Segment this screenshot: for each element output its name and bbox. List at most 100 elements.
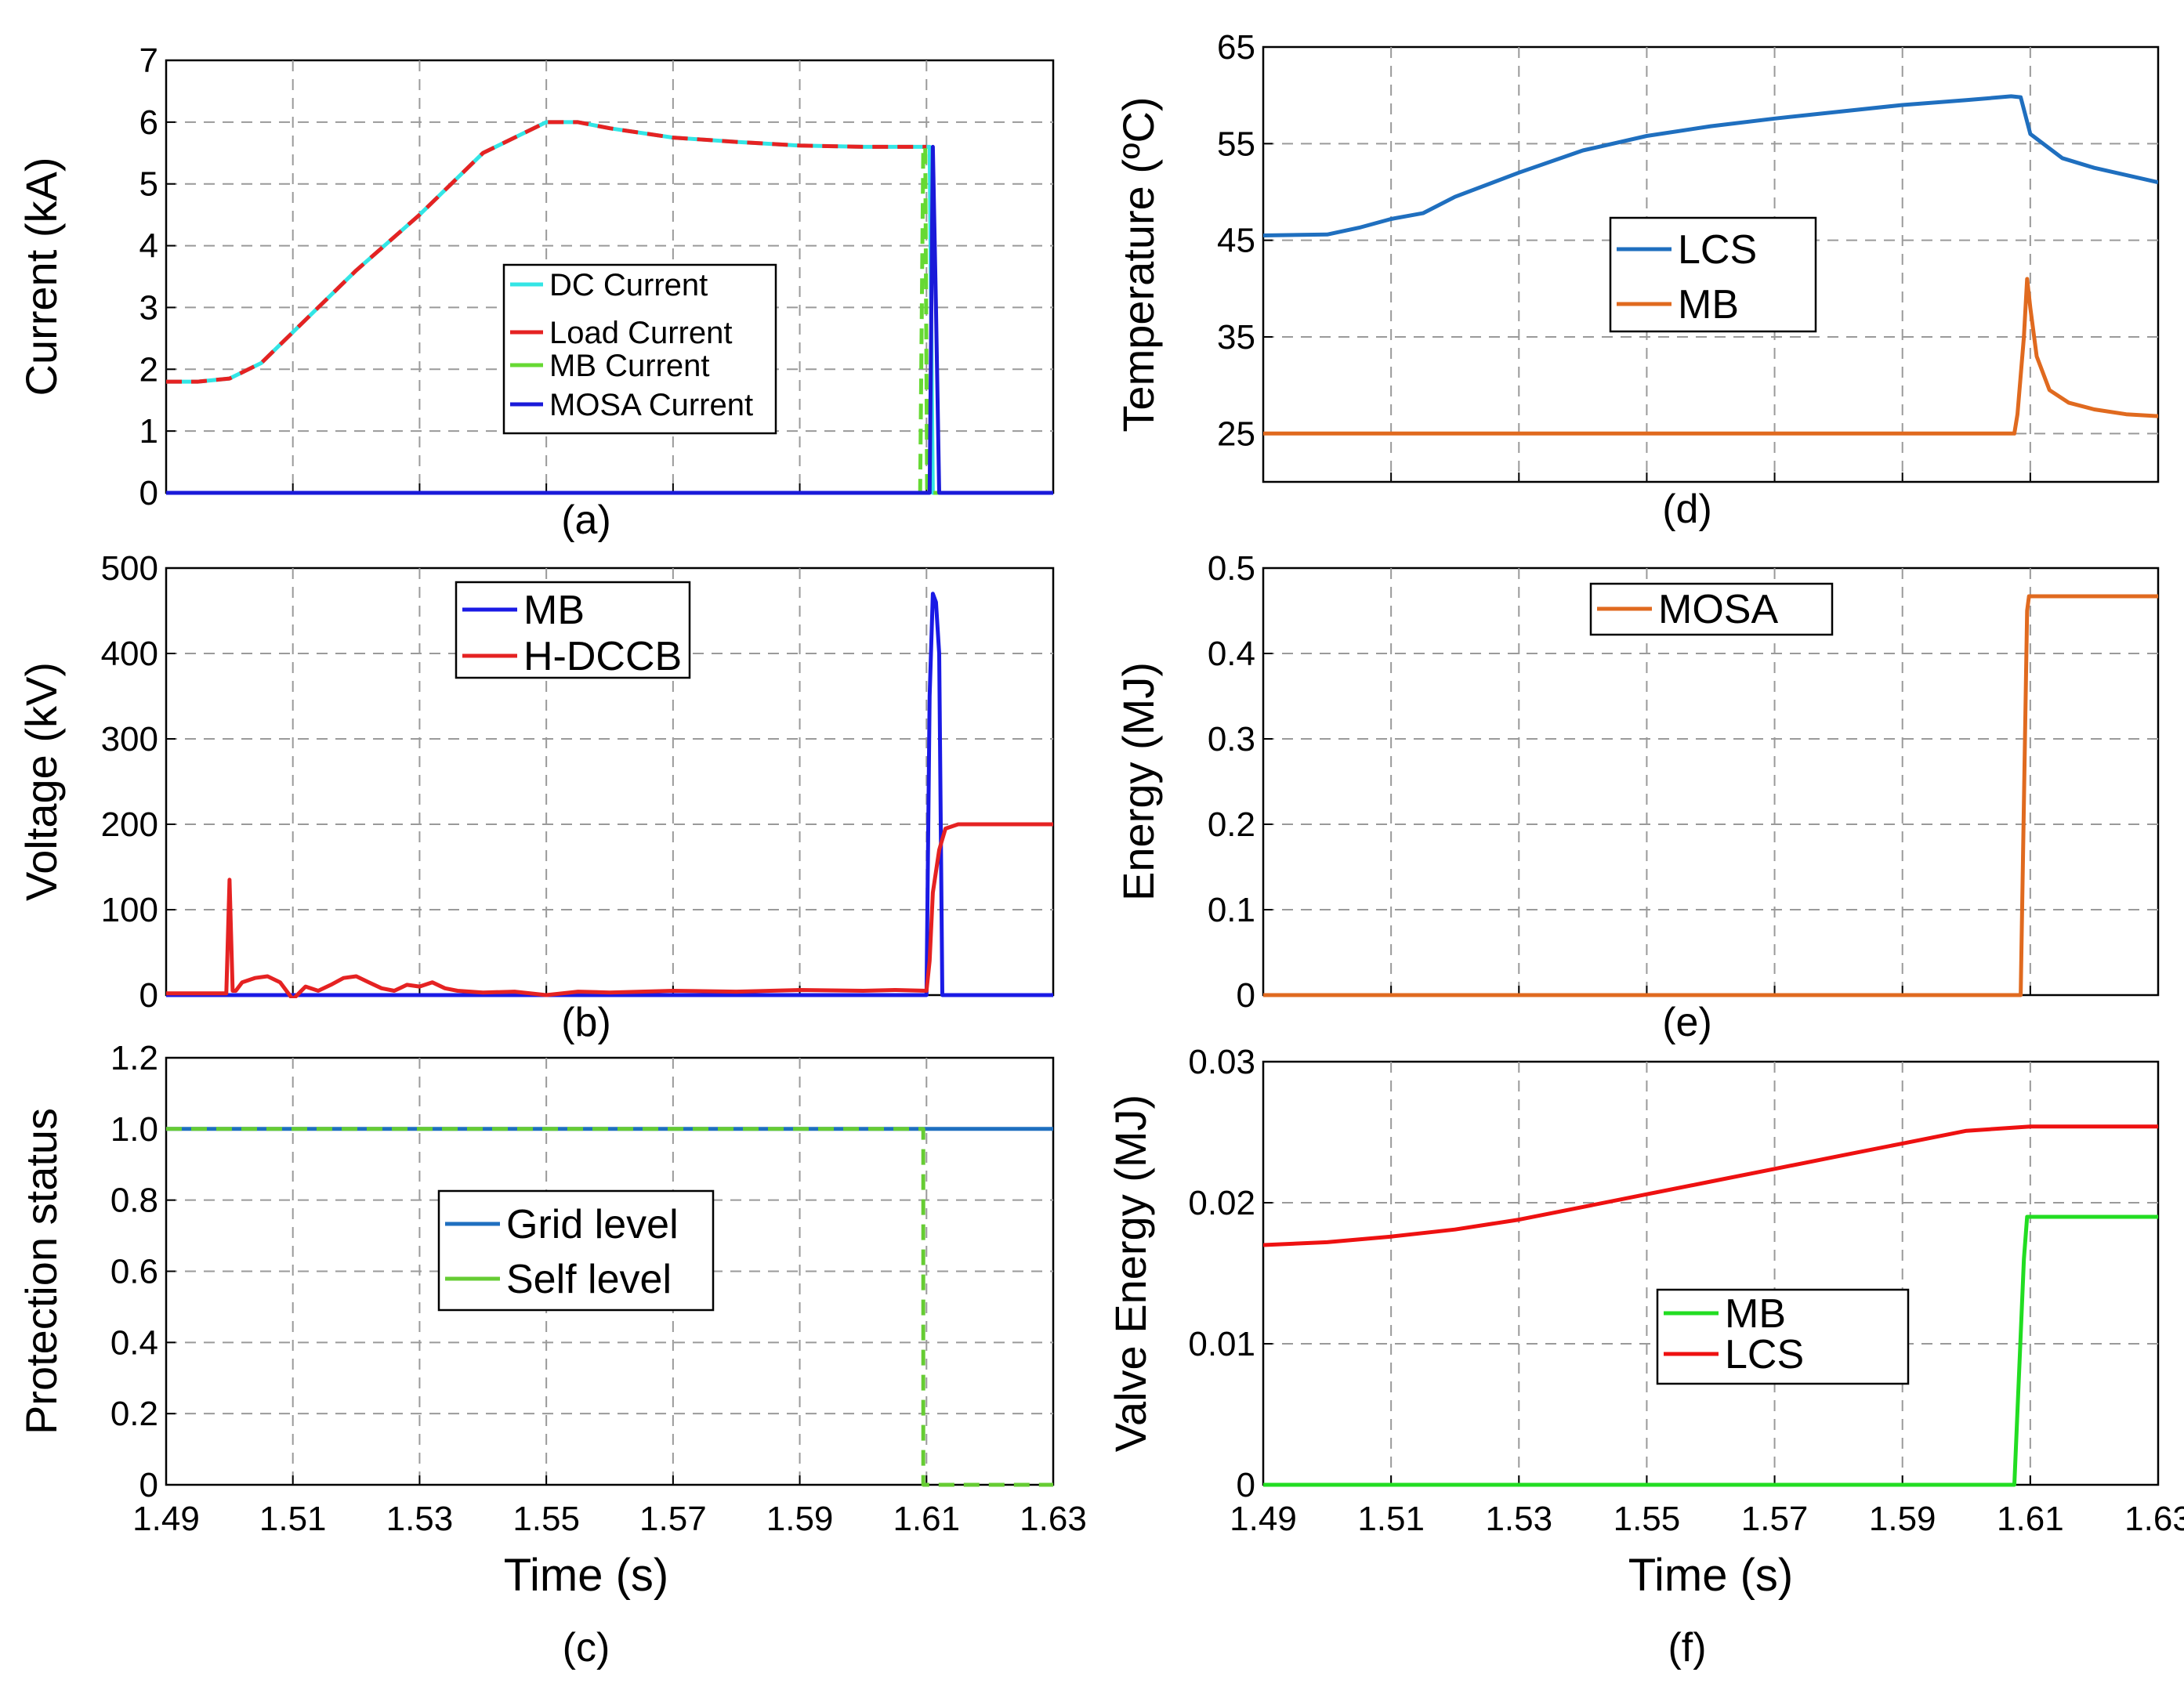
y-tick-label: 25 [1217,414,1255,453]
legend-label: MB [523,588,585,633]
plot-area [1262,566,2160,997]
y-tick-label: 7 [139,42,158,80]
y-tick-label: 6 [139,103,158,142]
plot-area [1262,1060,2160,1486]
panel-label: (f) [1668,1625,1706,1670]
y-tick-label: 1.0 [110,1110,158,1149]
legend: Grid level Self level [437,1189,715,1312]
series-line-mb [1263,1214,2158,1487]
legend: MBH-DCCB [455,581,691,679]
legend-label: LCS [1725,1332,1804,1377]
y-tick-label: 0.4 [110,1323,158,1362]
y-tick-label: 0.02 [1188,1184,1255,1222]
x-tick-label: 1.61 [893,1500,960,1538]
y-axis-label: Voltage (kV) [16,662,66,901]
y-tick-label: 300 [101,720,158,758]
series-line-load-current [166,120,927,384]
legend-box [1656,1288,1910,1385]
series-line-mosa [1263,594,2158,997]
y-tick-label: 0.2 [110,1395,158,1433]
y-tick-label: 0.03 [1188,1043,1255,1081]
y-tick-label: 1.2 [110,1039,158,1077]
y-tick-label: 0.6 [110,1253,158,1291]
series-line-lcs [1263,94,2158,237]
y-tick-label: 2 [139,350,158,389]
panel-label: (e) [1662,1000,1712,1045]
y-axis-label: Energy (MJ) [1114,662,1163,901]
legend-box [502,263,777,435]
legend-label: MOSA [1658,587,1778,632]
y-tick-label: 3 [139,288,158,327]
legend-box [437,1189,715,1312]
legend-label: DC Current [549,268,708,302]
legend-label: MB Current [549,349,710,383]
y-tick-label: 0 [139,976,158,1015]
legend-box [1609,216,1817,333]
legend-label: Grid level [506,1202,679,1247]
chart-panel-c: 0 0.2 0.4 0.6 0.8 1.0 1.2 1.49 1.51 1.53 1.55 1.57 1… [16,1039,1087,1670]
y-tick-label: 0 [139,474,158,512]
x-tick-label: 1.59 [766,1500,834,1538]
x-tick-label: 1.63 [2124,1500,2184,1538]
series-line-mb [1263,277,2158,436]
grid [1263,568,2158,995]
y-axis-label: Valve Energy (MJ) [1106,1095,1155,1452]
series-line-mb [166,592,1053,997]
legend-label: MB [1678,282,1739,328]
y-tick-label: 45 [1217,222,1255,260]
y-tick-label: 0 [1237,1466,1255,1504]
x-tick-label: 1.59 [1869,1500,1936,1538]
y-axis-label: Temperature (ºC) [1114,96,1163,432]
legend-label: Self level [506,1257,672,1302]
y-tick-label: 1 [139,412,158,451]
panel-label: (b) [561,1000,611,1045]
y-tick-label: 35 [1217,318,1255,357]
y-axis-label: Current (kA) [16,157,66,396]
y-tick-label: 0 [1237,976,1255,1015]
series-line-mosa-current [166,144,1053,495]
panel-label: (c) [563,1625,610,1670]
legend: MOSA [1589,582,1834,636]
legend-box [455,581,691,679]
x-axis-label: Time (s) [504,1550,668,1601]
y-tick-label: 55 [1217,125,1255,163]
panel-label: (a) [561,498,611,543]
x-tick-label: 1.49 [132,1500,200,1538]
legend-label: H-DCCB [523,634,682,679]
y-tick-label: 0.3 [1208,720,1255,758]
legend-label: MOSA Current [549,388,753,422]
y-tick-label: 0.5 [1208,549,1255,588]
y-tick-label: 400 [101,635,158,673]
legend-label: LCS [1678,227,1757,273]
x-tick-label: 1.57 [1741,1500,1809,1538]
x-tick-label: 1.53 [1485,1500,1552,1538]
x-tick-label: 1.57 [639,1500,707,1538]
y-tick-label: 0.01 [1188,1325,1255,1363]
x-tick-label: 1.55 [512,1500,580,1538]
series-line-self-level [166,1127,1053,1487]
x-tick-label: 1.53 [386,1500,454,1538]
y-tick-label: 0.1 [1208,891,1255,929]
y-tick-label: 500 [101,549,158,588]
x-tick-label: 1.55 [1614,1500,1681,1538]
legend-label: Load Current [549,316,732,350]
y-tick-label: 200 [101,805,158,844]
chart-panel-b: 0 100 200 300 400 500 Voltage (kV) (b) MBH-DCCB [16,549,1055,1045]
x-axis-label: Time (s) [1628,1550,1793,1601]
x-tick-label: 1.49 [1230,1500,1297,1538]
series-line-h-dccb [166,822,1053,998]
y-tick-label: 4 [139,227,158,266]
x-tick-label: 1.51 [259,1500,327,1538]
y-tick-label: 65 [1217,28,1255,67]
y-tick-label: 0.8 [110,1182,158,1220]
x-tick-label: 1.63 [1020,1500,1087,1538]
y-tick-label: 100 [101,891,158,929]
series-line-lcs [1263,1124,2158,1247]
y-axis-label: Protection status [16,1108,66,1435]
x-tick-label: 1.51 [1357,1500,1425,1538]
chart-panel-f: 0 0.01 0.02 0.03 1.49 1.51 1.53 1.55 1.57 1.59 1.6… [1106,1043,2184,1670]
y-tick-label: 5 [139,165,158,204]
